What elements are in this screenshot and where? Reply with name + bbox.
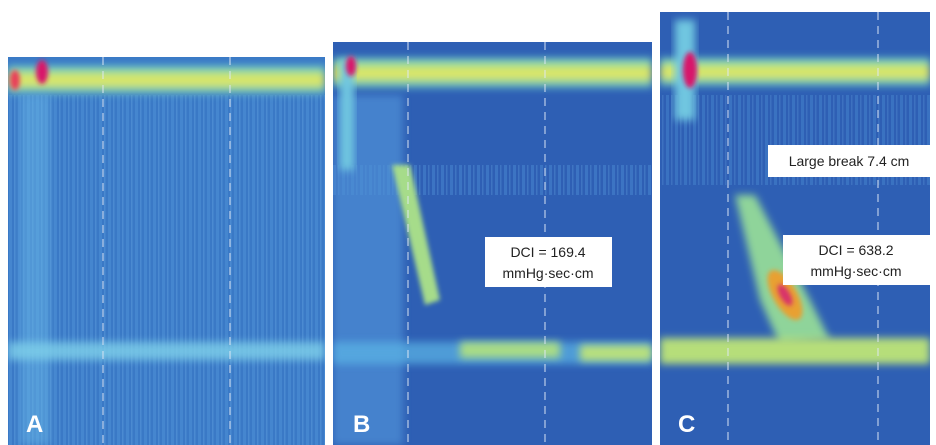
pressure-band <box>8 342 325 360</box>
annotation: Large break 7.4 cm <box>789 153 910 169</box>
streak <box>20 95 50 445</box>
panel-label: B <box>353 411 370 438</box>
pressure-band <box>660 338 930 364</box>
peak <box>346 56 356 76</box>
annotation-box <box>768 145 930 177</box>
annotation: mmHg·sec·cm <box>503 265 594 281</box>
annotation: mmHg·sec·cm <box>811 263 902 279</box>
panel-label: A <box>26 411 43 438</box>
panel-a <box>8 57 325 445</box>
pressure-band <box>460 342 560 358</box>
annotation: DCI = 638.2 <box>818 242 893 258</box>
texture <box>8 95 325 445</box>
peak <box>683 52 697 88</box>
peak <box>777 284 793 306</box>
pressure-band <box>580 345 652 361</box>
panel-label: C <box>678 411 695 438</box>
contraction <box>392 165 440 305</box>
pressure-band <box>333 58 652 88</box>
peak <box>36 60 48 84</box>
annotation-box <box>485 237 612 287</box>
panel-c <box>660 12 930 445</box>
contraction <box>735 195 830 345</box>
pressure-band <box>660 58 930 86</box>
peak <box>10 70 20 90</box>
pressure-band <box>8 66 325 94</box>
streak <box>340 60 354 170</box>
annotation: DCI = 169.4 <box>510 244 585 260</box>
annotation-box <box>783 235 930 285</box>
